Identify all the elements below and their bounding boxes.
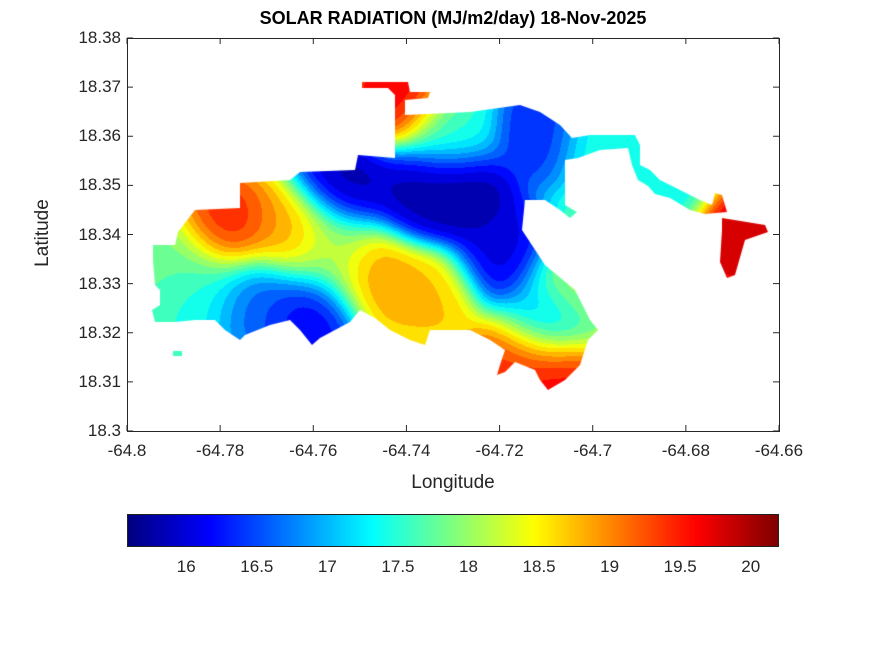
colorbar-tick-label: 16.5 bbox=[240, 557, 274, 576]
y-tick-label: 18.36 bbox=[78, 126, 121, 146]
x-tick-label: -64.68 bbox=[661, 441, 710, 460]
colorbar bbox=[127, 514, 779, 547]
y-tick-label: 18.32 bbox=[78, 322, 121, 342]
y-tick-label: 18.3 bbox=[87, 421, 121, 440]
chart-title: SOLAR RADIATION (MJ/m2/day) 18-Nov-2025 bbox=[259, 8, 647, 28]
colorbar-tick-label: 18.5 bbox=[522, 557, 556, 576]
y-axis-label: Latitude bbox=[32, 199, 53, 267]
y-tick-label: 18.34 bbox=[78, 224, 121, 244]
y-tick-label: 18.31 bbox=[78, 371, 121, 391]
colorbar-tick-label: 19.5 bbox=[663, 557, 697, 576]
x-tick-label: -64.66 bbox=[754, 441, 804, 460]
colorbar-tick-label: 19 bbox=[600, 557, 620, 576]
axes-box bbox=[127, 38, 780, 432]
colorbar-tick-label: 17.5 bbox=[381, 557, 415, 576]
x-tick-label: -64.76 bbox=[289, 441, 338, 460]
colorbar-tick-label: 18 bbox=[459, 557, 478, 576]
y-tick-label: 18.35 bbox=[78, 175, 121, 195]
x-tick-label: -64.74 bbox=[382, 441, 431, 460]
colorbar-tick-label: 17 bbox=[317, 557, 337, 576]
x-tick-label: -64.8 bbox=[107, 441, 147, 460]
y-tick-label: 18.33 bbox=[78, 273, 121, 293]
y-tick-label: 18.37 bbox=[78, 77, 121, 97]
y-tick-label: 18.38 bbox=[78, 28, 121, 47]
x-axis-label: Longitude bbox=[411, 472, 495, 493]
contour-field bbox=[127, 38, 779, 431]
x-tick-label: -64.72 bbox=[475, 441, 524, 460]
x-tick-label: -64.78 bbox=[196, 441, 245, 460]
colorbar-tick-label: 20 bbox=[741, 557, 761, 576]
colorbar-tick-label: 16 bbox=[176, 557, 196, 576]
x-tick-label: -64.7 bbox=[573, 441, 613, 460]
